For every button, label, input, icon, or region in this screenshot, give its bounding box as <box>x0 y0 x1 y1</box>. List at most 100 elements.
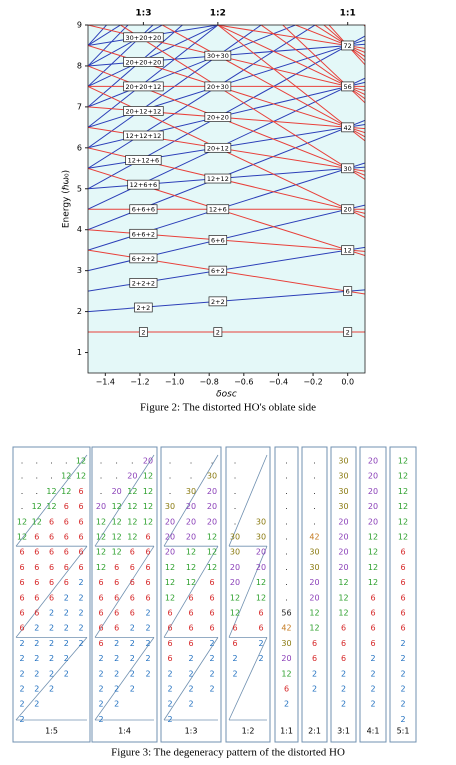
label-box <box>134 302 153 313</box>
degeneracy-cell: 2 <box>98 685 103 694</box>
degeneracy-cell: 6 <box>400 609 405 618</box>
degeneracy-cell: 12 <box>186 548 196 557</box>
degeneracy-cell: . <box>190 472 193 481</box>
degeneracy-cell: 12 <box>46 502 56 511</box>
degeneracy-cell: 2 <box>78 639 83 648</box>
degeneracy-cell: 12 <box>338 609 348 618</box>
degeneracy-cell: 6 <box>34 609 39 618</box>
degeneracy-cell: . <box>35 457 38 466</box>
degeneracy-cell: 6 <box>341 624 346 633</box>
degeneracy-cell: 6 <box>98 609 103 618</box>
degeneracy-cell: 12 <box>46 487 56 496</box>
degeneracy-cell: 56 <box>281 609 291 618</box>
degeneracy-cell: 2 <box>167 685 172 694</box>
level-label: 30+20+20 <box>126 34 162 42</box>
degeneracy-cell: 2 <box>49 624 54 633</box>
degeneracy-cell: 6 <box>341 654 346 663</box>
label-box <box>204 50 232 61</box>
triangle-edge <box>15 637 88 721</box>
degeneracy-cell: 2 <box>64 624 69 633</box>
level-line <box>294 25 365 53</box>
degeneracy-cell: 2 <box>98 700 103 709</box>
panel-label: 4:1 <box>367 727 380 736</box>
degeneracy-cell: . <box>50 472 53 481</box>
degeneracy-cell: 6 <box>400 563 405 572</box>
degeneracy-cell: 20 <box>165 517 175 526</box>
degeneracy-cell: 6 <box>114 609 119 618</box>
triangle-edge <box>15 454 88 547</box>
degeneracy-cell: 2 <box>130 639 135 648</box>
degeneracy-cell: 12 <box>398 472 408 481</box>
degeneracy-cell: 2 <box>232 654 237 663</box>
degeneracy-cell: 12 <box>112 548 122 557</box>
degeneracy-cell: 12 <box>398 533 408 542</box>
degeneracy-cell: 6 <box>78 533 83 542</box>
degeneracy-cell: 2 <box>145 654 150 663</box>
label-box <box>204 142 232 153</box>
panel-label: 5:1 <box>397 727 410 736</box>
degeneracy-cell: 20 <box>186 502 196 511</box>
degeneracy-cell: 2 <box>34 700 39 709</box>
degeneracy-cell: 2 <box>114 700 119 709</box>
triangle-edge <box>94 454 155 547</box>
degeneracy-cell: . <box>21 457 24 466</box>
degeneracy-cell: 12 <box>207 548 217 557</box>
degeneracy-cell: 12 <box>207 533 217 542</box>
degeneracy-cell: 6 <box>312 654 317 663</box>
degeneracy-cell: 2 <box>49 654 54 663</box>
degeneracy-cell: 20 <box>256 548 266 557</box>
degeneracy-cell: 6 <box>145 548 150 557</box>
degeneracy-cell: 2 <box>19 715 24 724</box>
label-box <box>341 81 355 92</box>
degeneracy-cell: 2 <box>145 624 150 633</box>
level-line <box>88 25 154 87</box>
degeneracy-cell: 12 <box>230 609 240 618</box>
degeneracy-cell: 2 <box>400 654 405 663</box>
degeneracy-cell: . <box>115 472 118 481</box>
degeneracy-cell: 6 <box>370 609 375 618</box>
degeneracy-cell: 6 <box>341 639 346 648</box>
degeneracy-cell: 30 <box>186 487 196 496</box>
degeneracy-cell: 2 <box>130 669 135 678</box>
degeneracy-cell: . <box>285 487 288 496</box>
degeneracy-cell: 6 <box>400 548 405 557</box>
degeneracy-cell: 2 <box>78 609 83 618</box>
panel <box>330 446 357 743</box>
degeneracy-cell: 2 <box>34 685 39 694</box>
degeneracy-cell: 20 <box>368 502 378 511</box>
degeneracy-cell: 12 <box>127 502 137 511</box>
degeneracy-cell: 2 <box>19 685 24 694</box>
degeneracy-cell: 6 <box>64 502 69 511</box>
degeneracy-cell: 6 <box>209 609 214 618</box>
level-label: 20+12 <box>207 144 229 152</box>
degeneracy-cell: 6 <box>188 639 193 648</box>
degeneracy-cell: 6 <box>114 578 119 587</box>
degeneracy-cell: 2 <box>341 700 346 709</box>
degeneracy-cell: 20 <box>368 457 378 466</box>
degeneracy-cell: 2 <box>188 669 193 678</box>
degeneracy-cell: 6 <box>98 578 103 587</box>
degeneracy-cell: 12 <box>368 533 378 542</box>
degeneracy-cell: 2 <box>64 654 69 663</box>
top-tick-label: 1:3 <box>135 9 151 19</box>
degeneracy-cell: 6 <box>34 578 39 587</box>
degeneracy-cell: 12 <box>61 472 71 481</box>
degeneracy-cell: 2 <box>145 669 150 678</box>
degeneracy-cell: . <box>21 502 24 511</box>
degeneracy-cell: 2 <box>167 715 172 724</box>
degeneracy-cell: 30 <box>230 533 240 542</box>
degeneracy-cell: . <box>211 457 214 466</box>
label-box <box>343 286 353 296</box>
level-label: 12+6+6 <box>130 181 157 189</box>
degeneracy-cell: 20 <box>309 578 319 587</box>
degeneracy-cell: 6 <box>209 624 214 633</box>
degeneracy-cell: 12 <box>398 502 408 511</box>
panel <box>12 446 91 743</box>
degeneracy-cell: 12 <box>112 533 122 542</box>
level-label: 6+2 <box>211 267 225 275</box>
degeneracy-cell: 12 <box>368 578 378 587</box>
degeneracy-cell: 6 <box>114 624 119 633</box>
y-tick-label: 1 <box>77 348 82 357</box>
degeneracy-cell: 12 <box>207 563 217 572</box>
degeneracy-cell: 12 <box>143 517 153 526</box>
